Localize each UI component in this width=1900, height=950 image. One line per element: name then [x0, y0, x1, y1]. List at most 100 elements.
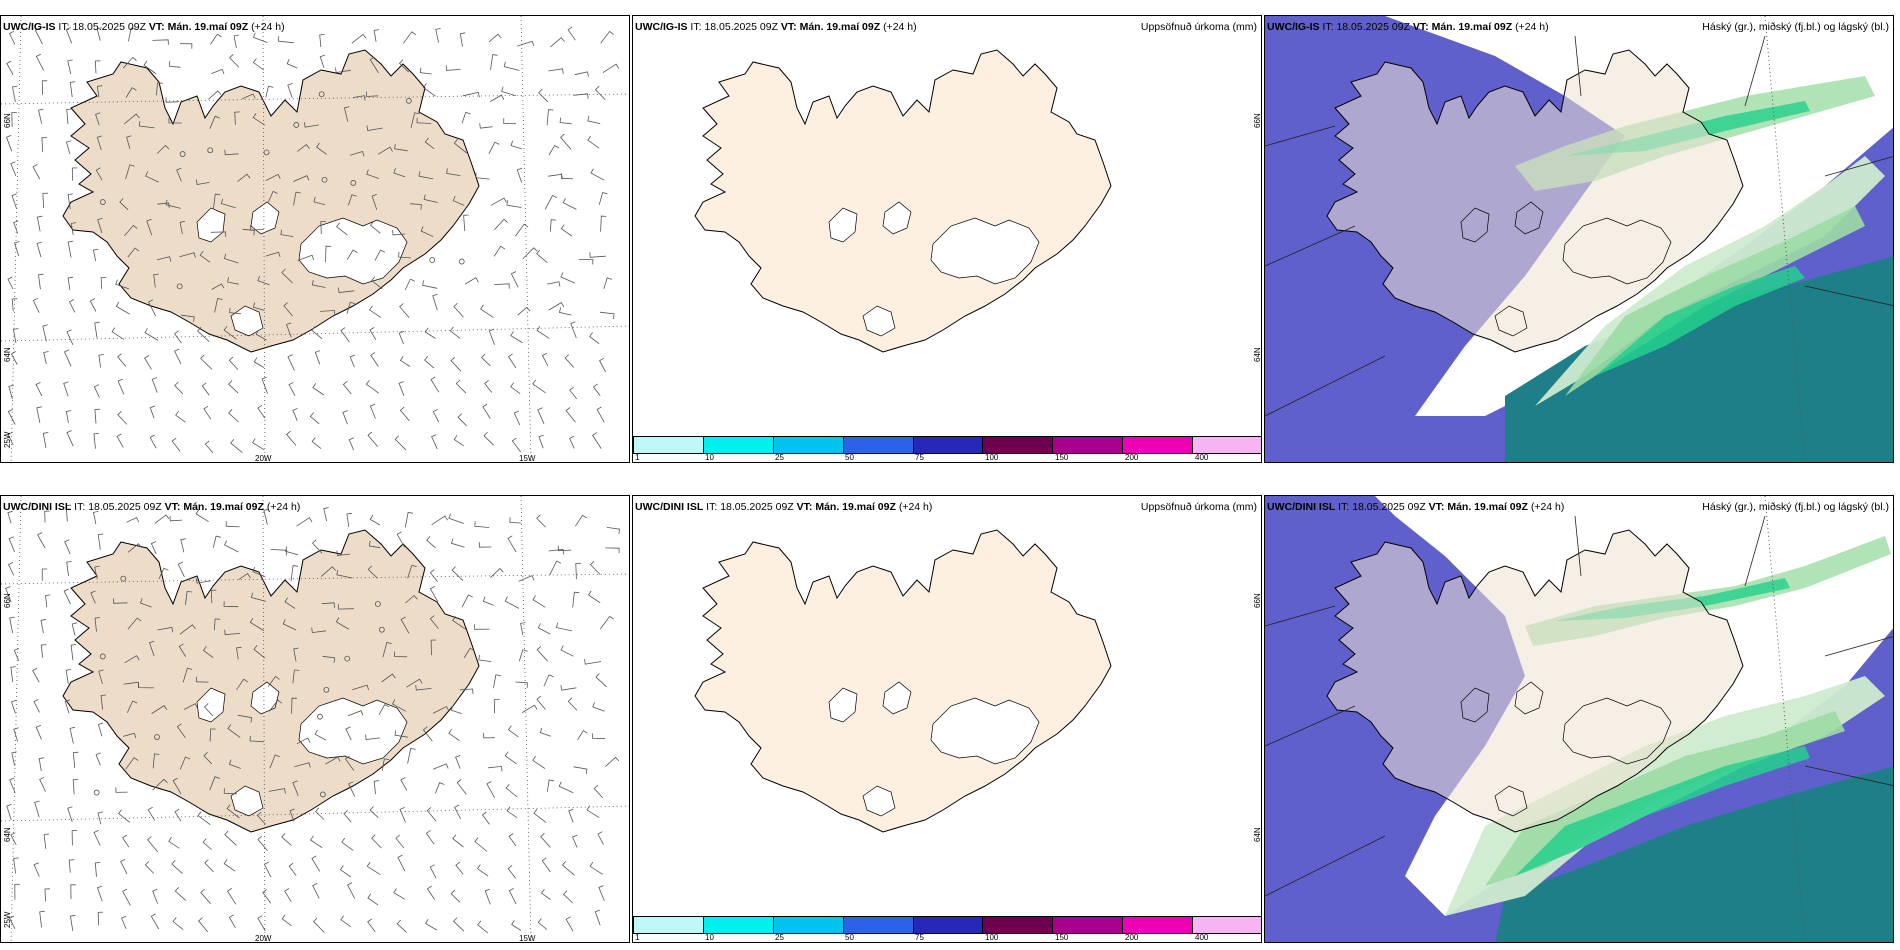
- wind-barb: [203, 703, 214, 717]
- wind-barb: [311, 326, 323, 340]
- wind-barb: [12, 85, 18, 102]
- wind-barb: [409, 203, 422, 210]
- wind-barb: [577, 730, 588, 741]
- wind-barb: [352, 95, 366, 101]
- wind-barb: [488, 141, 500, 154]
- wind-barb: [200, 354, 213, 370]
- wind-barb: [536, 695, 546, 710]
- colorbar-label: 200: [1125, 453, 1139, 462]
- tick-lat66: 66N: [3, 593, 12, 608]
- wind-barb: [507, 725, 519, 738]
- wind-barb: [381, 758, 390, 771]
- wind-barb: [511, 437, 522, 453]
- calm-wind-marker: [405, 97, 412, 104]
- wind-barb: [224, 629, 241, 636]
- wind-barb: [94, 60, 101, 74]
- wind-barb: [252, 438, 265, 451]
- calm-wind-marker: [120, 575, 127, 582]
- wind-barb: [257, 275, 270, 286]
- wind-barb: [8, 30, 16, 45]
- wind-barb: [122, 834, 130, 848]
- wind-barb: [93, 384, 100, 398]
- wind-barb: [572, 591, 580, 608]
- wind-barb: [425, 830, 435, 845]
- wind-barb: [367, 918, 376, 932]
- panel-clouds-dini: UWC/DINI ISL IT: 18.05.2025 09Z VT: Mán.…: [1264, 495, 1894, 943]
- wind-barb: [394, 143, 408, 152]
- wind-barb: [398, 59, 409, 73]
- wind-barb: [312, 383, 325, 396]
- wind-barb: [64, 539, 71, 555]
- wind-barb: [336, 569, 353, 579]
- wind-barb: [369, 56, 379, 74]
- wind-barb: [210, 231, 227, 237]
- wind-barb: [45, 594, 51, 608]
- wind-barb: [126, 700, 138, 713]
- wind-barb: [533, 809, 547, 823]
- wind-barb: [391, 699, 407, 712]
- wind-barb: [407, 564, 417, 579]
- wind-barb: [122, 56, 137, 69]
- panel-header: UWC/DINI ISL IT: 18.05.2025 09Z VT: Mán.…: [1267, 501, 1565, 513]
- colorbar-swatch: [843, 916, 914, 934]
- wind-barb: [311, 437, 322, 449]
- tick-lon15: 15W: [519, 934, 536, 943]
- wind-barb: [426, 885, 435, 900]
- wind-barb: [127, 617, 142, 630]
- wind-barb: [262, 889, 272, 904]
- wind-barb: [494, 699, 500, 714]
- wind-barb: [348, 781, 356, 797]
- colorbar-label: 400: [1195, 933, 1209, 942]
- wind-barb: [195, 578, 211, 584]
- wind-barb: [9, 915, 16, 929]
- tick-lat66: 66N: [1253, 593, 1262, 608]
- calm-wind-marker: [293, 122, 300, 128]
- wind-barb: [213, 193, 221, 209]
- wind-barb: [507, 535, 517, 553]
- wind-barb: [429, 586, 439, 602]
- wind-barb: [223, 540, 239, 553]
- colorbar-swatch: [913, 916, 984, 934]
- colorbar-swatch: [773, 436, 844, 454]
- wind-barb: [486, 781, 495, 798]
- wind-barb: [342, 410, 348, 425]
- wind-barb: [33, 699, 40, 713]
- wind-barb: [93, 830, 101, 846]
- wind-barb: [315, 807, 325, 820]
- wind-barb: [175, 410, 186, 423]
- colorbar-swatch: [1193, 916, 1261, 934]
- wind-barb: [168, 61, 181, 68]
- tick-lat64: 64N: [3, 827, 12, 842]
- wind-barb: [249, 225, 265, 231]
- wind-barb: [139, 598, 152, 608]
- wind-barb: [595, 673, 607, 688]
- wind-barb: [532, 755, 546, 769]
- wind-barb: [234, 111, 240, 125]
- wind-barb: [265, 85, 274, 98]
- high-cloud-field: [1515, 746, 1810, 876]
- calm-wind-marker: [319, 791, 326, 798]
- wind-barb: [429, 615, 439, 630]
- wind-barb: [69, 81, 76, 98]
- wind-barb: [68, 299, 76, 313]
- precip-map: [694, 529, 1112, 833]
- wind-barb: [96, 27, 103, 41]
- wind-barb: [341, 837, 354, 851]
- iceland-land: [694, 49, 1112, 353]
- wind-barb: [452, 616, 466, 630]
- wind-barb: [288, 381, 296, 396]
- wind-barb: [228, 759, 241, 769]
- wind-barb: [236, 678, 249, 691]
- wind-barb: [11, 298, 18, 312]
- wind-barb: [227, 277, 239, 285]
- wind-barb: [68, 859, 75, 873]
- wind-barb: [419, 67, 432, 75]
- wind-barb: [100, 277, 107, 289]
- wind-barb: [346, 249, 358, 260]
- wind-barb: [294, 762, 311, 768]
- wind-barb: [208, 90, 222, 100]
- wind-barb: [584, 659, 602, 665]
- wind-barb: [546, 281, 561, 287]
- wind-barb: [9, 777, 16, 794]
- calm-wind-marker: [429, 257, 436, 263]
